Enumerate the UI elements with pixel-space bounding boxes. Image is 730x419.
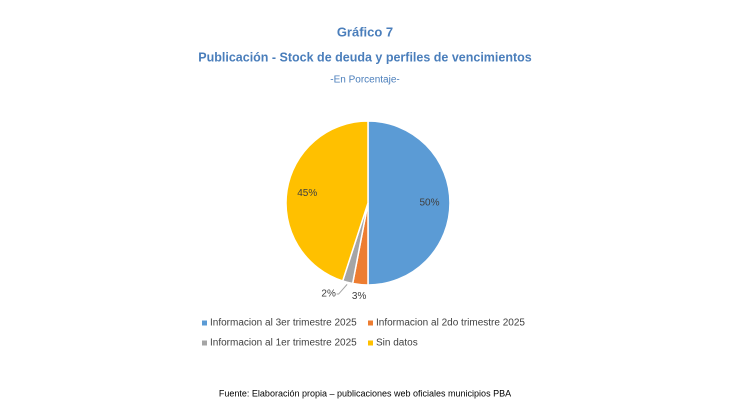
pie-slice <box>285 120 369 282</box>
unit-note: -En Porcentaje- <box>330 75 399 86</box>
chart-subtitle: Publicación - Stock de deuda y perfiles … <box>198 50 531 64</box>
data-label: 50% <box>419 198 439 209</box>
legend-label: Informacion al 2do trimestre 2025 <box>376 318 525 329</box>
data-label: 2% <box>321 289 336 300</box>
legend-swatch <box>368 320 373 326</box>
legend-label: Informacion al 1er trimestre 2025 <box>210 338 357 349</box>
chart-title: Gráfico 7 <box>337 24 393 39</box>
legend-swatch <box>202 340 207 346</box>
pie-slice <box>367 120 451 286</box>
source-note: Fuente: Elaboración propia – publicacion… <box>219 388 511 398</box>
legend-swatch <box>368 340 373 346</box>
leader-line <box>336 284 348 295</box>
legend-swatch <box>202 320 207 326</box>
legend-label: Sin datos <box>376 338 418 349</box>
data-label: 45% <box>297 188 317 199</box>
data-label: 3% <box>352 291 367 302</box>
legend-label: Informacion al 3er trimestre 2025 <box>210 318 357 329</box>
